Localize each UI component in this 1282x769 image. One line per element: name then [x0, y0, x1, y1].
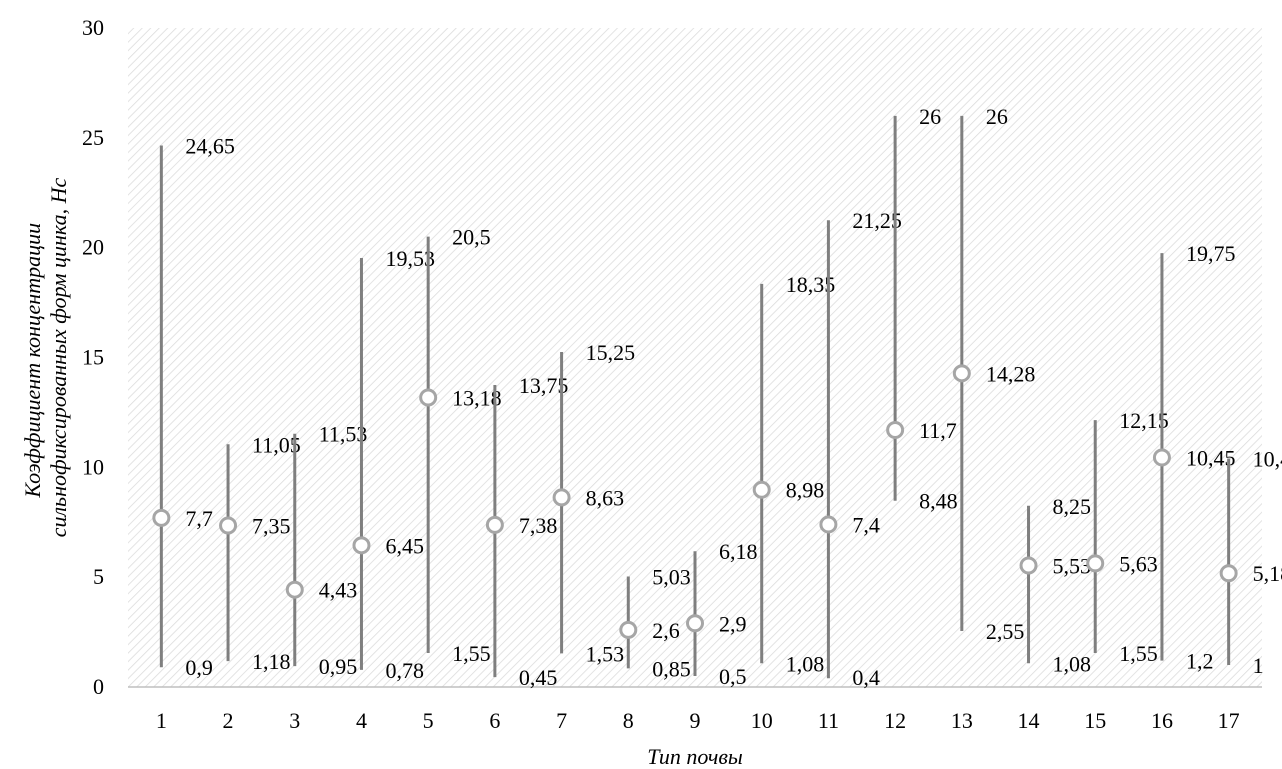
- mean-marker: [352, 536, 371, 555]
- x-tick-label: 7: [556, 708, 567, 733]
- x-axis-title: Тип почвы: [647, 744, 743, 769]
- min-value-label: 1,2: [1186, 649, 1214, 674]
- x-tick-label: 12: [884, 708, 906, 733]
- mean-value-label: 5,18: [1253, 561, 1282, 586]
- mean-marker: [1219, 564, 1238, 583]
- y-tick-label: 30: [82, 15, 104, 40]
- y-tick-label: 0: [93, 674, 104, 699]
- min-value-label: 2,55: [986, 619, 1024, 644]
- mean-value-label: 7,7: [185, 506, 213, 531]
- y-tick-label: 15: [82, 345, 104, 370]
- mean-value-label: 5,53: [1053, 554, 1092, 579]
- mean-marker: [752, 480, 771, 499]
- mean-marker: [1019, 556, 1038, 575]
- max-value-label: 10,4: [1253, 447, 1282, 472]
- mean-value-label: 6,45: [385, 533, 424, 558]
- min-value-label: 0,4: [852, 665, 880, 690]
- mean-marker: [219, 516, 238, 535]
- min-value-label: 0,78: [385, 658, 424, 683]
- max-value-label: 26: [986, 104, 1008, 129]
- x-tick-label: 4: [356, 708, 367, 733]
- mean-value-label: 7,35: [252, 514, 291, 539]
- mean-marker: [819, 515, 838, 534]
- x-tick-label: 2: [223, 708, 234, 733]
- mean-marker: [1086, 554, 1105, 573]
- mean-value-label: 5,63: [1119, 551, 1158, 576]
- min-value-label: 1,08: [786, 651, 825, 676]
- min-value-label: 0,95: [319, 654, 358, 679]
- mean-marker: [152, 508, 171, 527]
- y-axis-title-line-2: сильнофиксированных форм цинка, Нс: [46, 177, 71, 537]
- max-value-label: 8,25: [1053, 494, 1092, 519]
- data-marks: 24,657,70,911,057,351,1811,534,430,9519,…: [152, 104, 1282, 690]
- x-tick-label: 10: [751, 708, 773, 733]
- x-tick-label: 11: [818, 708, 839, 733]
- min-value-label: 1,53: [586, 641, 625, 666]
- mean-value-label: 14,28: [986, 361, 1035, 386]
- mean-value-label: 8,63: [586, 485, 625, 510]
- mean-marker: [1152, 448, 1171, 467]
- x-tick-label: 1: [156, 708, 167, 733]
- x-tick-label: 3: [289, 708, 300, 733]
- mean-value-label: 2,9: [719, 611, 747, 636]
- mean-marker: [485, 515, 504, 534]
- max-value-label: 20,5: [452, 225, 491, 250]
- mean-marker: [419, 388, 438, 407]
- min-value-label: 0,5: [719, 664, 747, 689]
- x-tick-label: 13: [951, 708, 973, 733]
- mean-value-label: 8,98: [786, 478, 825, 503]
- max-value-label: 26: [919, 104, 941, 129]
- min-value-label: 1,08: [1053, 651, 1092, 676]
- min-value-label: 8,48: [919, 489, 958, 514]
- min-value-label: 0,45: [519, 665, 558, 690]
- max-value-label: 24,65: [185, 134, 235, 159]
- y-tick-label: 25: [82, 125, 104, 150]
- mean-value-label: 2,6: [652, 618, 680, 643]
- x-tick-label: 16: [1151, 708, 1173, 733]
- x-tick-label: 14: [1018, 708, 1040, 733]
- min-value-label: 1: [1253, 653, 1264, 678]
- mean-value-label: 4,43: [319, 578, 358, 603]
- mean-marker: [285, 580, 304, 599]
- y-axis-title-line-1: Коэффициент концентрации: [20, 223, 45, 499]
- mean-marker: [952, 364, 971, 383]
- mean-marker: [886, 420, 905, 439]
- max-value-label: 11,53: [319, 422, 368, 447]
- x-tick-label: 6: [489, 708, 500, 733]
- mean-marker: [686, 614, 704, 633]
- mean-marker: [552, 488, 571, 507]
- x-tick-label: 17: [1218, 708, 1240, 733]
- max-value-label: 5,03: [652, 565, 691, 590]
- max-value-label: 6,18: [719, 539, 758, 564]
- x-tick-label: 8: [623, 708, 634, 733]
- mean-value-label: 11,7: [919, 418, 957, 443]
- min-value-label: 1,18: [252, 649, 291, 674]
- x-tick-label: 5: [423, 708, 434, 733]
- y-axis-title: Коэффициент концентрации сильнофиксирова…: [20, 177, 71, 537]
- mean-value-label: 7,38: [519, 513, 558, 538]
- min-value-label: 1,55: [1119, 641, 1158, 666]
- x-tick-label: 9: [690, 708, 701, 733]
- y-tick-label: 5: [93, 564, 104, 589]
- max-value-label: 15,25: [586, 340, 636, 365]
- max-value-label: 11,05: [252, 432, 301, 457]
- y-axis-tick-labels: 0 5 10 15 20 25 30: [82, 15, 104, 699]
- y-tick-label: 20: [82, 235, 104, 260]
- x-axis-tick-labels: 1 2 3 4 5 6 7 8 9 10 11 12 13 14 15 16 17: [156, 708, 1240, 733]
- mean-value-label: 7,4: [852, 512, 880, 537]
- y-tick-label: 10: [82, 454, 104, 479]
- mean-marker: [619, 620, 638, 639]
- max-value-label: 19,75: [1186, 241, 1236, 266]
- min-value-label: 0,85: [652, 656, 691, 681]
- x-tick-label: 15: [1084, 708, 1106, 733]
- min-value-label: 1,55: [452, 641, 491, 666]
- min-value-label: 0,9: [185, 655, 213, 680]
